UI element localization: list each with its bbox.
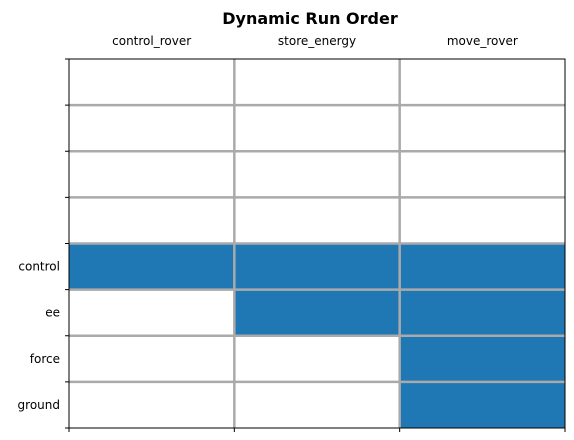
row-label: force (30, 352, 60, 366)
cell-empty (69, 59, 235, 106)
cell-filled (234, 289, 400, 336)
cell-empty (399, 197, 565, 244)
plot-frame (68, 58, 566, 429)
cell-filled (399, 335, 565, 382)
cell-empty (234, 59, 400, 106)
row-labels: control ee force ground (18, 260, 60, 412)
axis-ticks (65, 58, 566, 432)
cell-empty (69, 335, 235, 382)
cell-empty (69, 105, 235, 152)
cell-empty (69, 289, 235, 336)
cell-empty (234, 381, 400, 428)
column-label: control_rover (112, 34, 191, 48)
cell-empty (234, 105, 400, 152)
cell-empty (69, 381, 235, 428)
column-label: store_energy (278, 34, 356, 48)
heatmap-cells (69, 59, 565, 428)
row-label: ee (45, 306, 60, 320)
cell-empty (399, 59, 565, 106)
row-label: control (18, 260, 60, 274)
cell-empty (69, 197, 235, 244)
cell-filled (234, 243, 400, 290)
cell-filled (399, 381, 565, 428)
cell-empty (234, 151, 400, 198)
grid-lines (69, 59, 565, 428)
cell-empty (234, 197, 400, 244)
cell-empty (69, 151, 235, 198)
cell-empty (234, 335, 400, 382)
row-label: ground (18, 398, 60, 412)
cell-filled (399, 289, 565, 336)
chart-title: Dynamic Run Order (222, 9, 398, 28)
column-label: move_rover (447, 34, 518, 48)
cell-empty (399, 151, 565, 198)
cell-empty (399, 105, 565, 152)
cell-filled (69, 243, 235, 290)
cell-filled (399, 243, 565, 290)
column-labels: control_rover store_energy move_rover (112, 34, 518, 48)
